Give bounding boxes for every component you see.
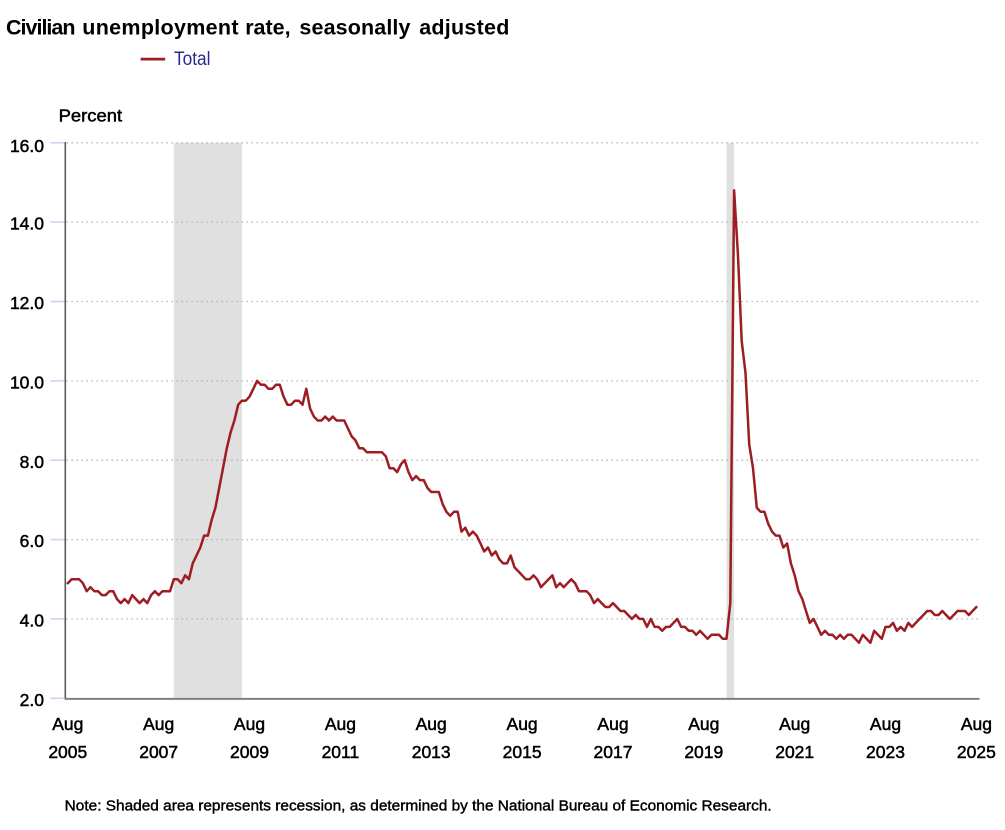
svg-text:Note: Shaded area represents r: Note: Shaded area represents recession, … [65, 799, 772, 815]
svg-text:8.0: 8.0 [20, 452, 45, 472]
svg-text:2023: 2023 [866, 742, 905, 762]
svg-text:Aug: Aug [688, 714, 719, 734]
svg-text:Aug: Aug [779, 714, 810, 734]
svg-text:rate,: rate, [245, 15, 290, 39]
svg-text:2013: 2013 [412, 742, 451, 762]
svg-text:2011: 2011 [322, 742, 360, 762]
svg-text:Civilian: Civilian [6, 15, 76, 39]
svg-text:2021: 2021 [775, 742, 814, 762]
svg-text:14.0: 14.0 [10, 214, 44, 234]
svg-text:Aug: Aug [961, 714, 992, 734]
svg-text:Aug: Aug [234, 714, 265, 734]
svg-text:Percent: Percent [59, 105, 123, 125]
svg-text:Total: Total [174, 49, 211, 70]
svg-text:2015: 2015 [503, 742, 542, 762]
svg-text:Aug: Aug [870, 714, 901, 734]
svg-text:12.0: 12.0 [10, 293, 44, 313]
svg-text:10.0: 10.0 [10, 373, 44, 393]
svg-text:2009: 2009 [230, 742, 269, 762]
svg-text:Aug: Aug [143, 714, 174, 734]
svg-text:2005: 2005 [48, 742, 87, 762]
svg-text:6.0: 6.0 [20, 531, 45, 551]
svg-text:Aug: Aug [597, 714, 628, 734]
svg-text:2025: 2025 [957, 742, 996, 762]
svg-text:2007: 2007 [139, 742, 178, 762]
svg-text:adjusted: adjusted [419, 15, 509, 39]
svg-text:Aug: Aug [325, 714, 356, 734]
svg-text:unemployment: unemployment [82, 15, 238, 39]
svg-text:2017: 2017 [594, 742, 633, 762]
svg-text:4.0: 4.0 [20, 611, 45, 631]
svg-text:Aug: Aug [52, 714, 83, 734]
svg-text:16.0: 16.0 [10, 136, 44, 156]
svg-text:Aug: Aug [416, 714, 447, 734]
svg-text:2019: 2019 [684, 742, 723, 762]
svg-text:seasonally: seasonally [299, 15, 410, 39]
svg-text:Aug: Aug [507, 714, 538, 734]
svg-text:2.0: 2.0 [20, 690, 45, 710]
